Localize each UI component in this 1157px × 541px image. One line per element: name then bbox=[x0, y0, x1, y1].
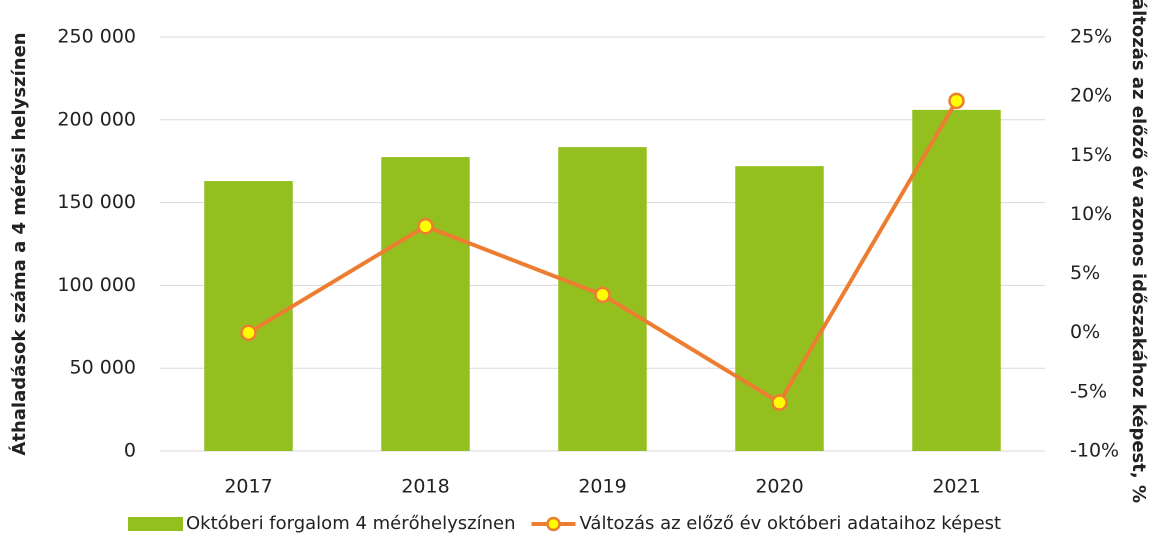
x-tick-label: 2018 bbox=[401, 476, 449, 498]
y2-tick-label: 25% bbox=[1070, 26, 1112, 48]
marker bbox=[948, 92, 965, 110]
marker bbox=[771, 394, 788, 411]
y2-axis-label: Változás az előző év azonos időszakához … bbox=[1128, 0, 1149, 503]
legend-marker bbox=[546, 516, 561, 532]
x-tick-label: 2020 bbox=[755, 476, 803, 498]
x-tick-label: 2017 bbox=[224, 476, 272, 498]
y2-tick-label: 0% bbox=[1070, 321, 1100, 343]
y2-tick-label: -5% bbox=[1070, 380, 1107, 402]
y-tick-label: 100 000 bbox=[57, 274, 136, 296]
y-tick-label: 150 000 bbox=[57, 191, 136, 213]
marker bbox=[240, 324, 257, 341]
legend-label: Októberi forgalom 4 mérőhelyszínen bbox=[186, 513, 516, 534]
legend-swatch bbox=[128, 517, 183, 531]
bar bbox=[912, 109, 1001, 451]
y2-tick-label: 10% bbox=[1070, 203, 1112, 225]
x-tick-label: 2019 bbox=[578, 476, 626, 498]
y2-tick-label: 5% bbox=[1070, 262, 1100, 284]
marker bbox=[594, 286, 611, 304]
bar bbox=[381, 157, 470, 451]
y-tick-label: 250 000 bbox=[57, 26, 136, 48]
y2-tick-label: 15% bbox=[1070, 144, 1112, 166]
y-tick-label: 50 000 bbox=[70, 357, 136, 379]
legend-label: Változás az előző év októberi adataihoz … bbox=[580, 513, 1002, 534]
y2-tick-label: 20% bbox=[1070, 85, 1112, 107]
y-tick-label: 200 000 bbox=[57, 108, 136, 130]
y-tick-label: 0 bbox=[124, 440, 136, 462]
y2-tick-label: -10% bbox=[1070, 440, 1119, 462]
x-tick-label: 2021 bbox=[932, 476, 980, 498]
marker bbox=[417, 218, 434, 235]
y-axis-label: Áthaladások száma a 4 mérési helyszínen bbox=[8, 32, 30, 455]
